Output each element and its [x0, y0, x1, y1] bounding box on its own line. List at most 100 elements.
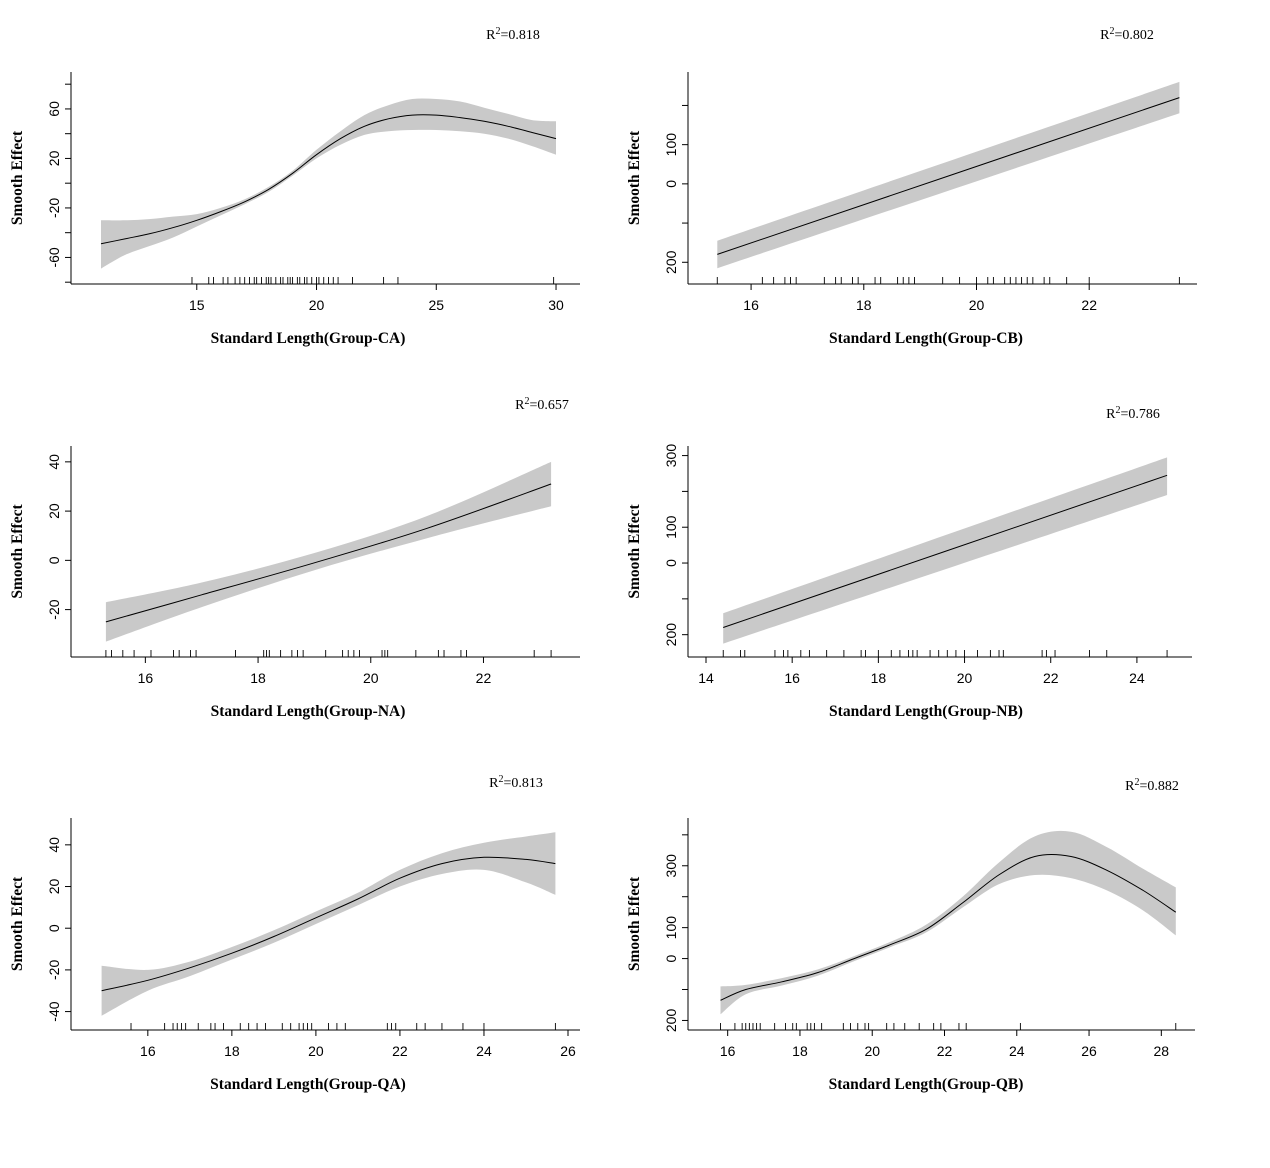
y-tick-label: 200	[663, 1009, 679, 1033]
r2-value: =0.882	[1139, 779, 1178, 794]
smooth-curve	[105, 483, 552, 623]
panel-3: 16 18 20 22 -20 0 20 40 Standard Length(Group-NA…	[9, 396, 580, 720]
x-tick-label: 20	[363, 670, 379, 686]
x-tick-label: 24	[1009, 1043, 1025, 1059]
x-axis-title: Standard Length(Group-QB)	[829, 1076, 1024, 1093]
smooth-curve	[720, 853, 1177, 1001]
x-axis-title: Standard Length(Group-CB)	[829, 330, 1023, 347]
smooth-curve	[723, 474, 1168, 628]
x-tick-label: 20	[308, 1043, 324, 1059]
y-tick-label: 20	[46, 150, 62, 166]
panel-6: 16 18 20 22 24 26 28 200 0 100 300 Standard Length(…	[626, 777, 1195, 1093]
x-tick-label: 20	[864, 1043, 880, 1059]
r2-prefix: R	[489, 776, 499, 791]
x-tick-label: 16	[743, 297, 759, 313]
smooth-curve	[100, 114, 557, 245]
r2-superscript: 2	[498, 774, 503, 785]
x-tick-label: 20	[969, 297, 985, 313]
x-tick-label: 16	[140, 1043, 156, 1059]
y-tick-label: 0	[46, 924, 62, 932]
x-tick-label: 20	[957, 670, 973, 686]
y-tick-label: -20	[46, 960, 62, 980]
x-tick-label: 22	[1043, 670, 1059, 686]
r-squared-label: R2=0.818	[486, 26, 540, 43]
x-tick-label: 22	[1081, 297, 1097, 313]
r-squared-label: R2=0.882	[1125, 777, 1179, 794]
r2-value: =0.813	[503, 776, 542, 791]
x-tick-label: 16	[720, 1043, 736, 1059]
r-squared-label: R2=0.657	[515, 396, 569, 413]
r2-superscript: 2	[1134, 777, 1139, 788]
x-tick-label: 24	[1129, 670, 1145, 686]
x-tick-label: 25	[428, 297, 444, 313]
x-axis-title: Standard Length(Group-CA)	[211, 330, 406, 347]
panel-5: 16 18 20 22 24 26 -40 -20 0 20 40 Standard Length(G…	[9, 774, 580, 1093]
y-tick-label: 40	[46, 454, 62, 470]
x-tick-label: 22	[937, 1043, 953, 1059]
x-tick-label: 22	[392, 1043, 408, 1059]
y-tick-label: 20	[46, 503, 62, 519]
x-tick-label: 28	[1154, 1043, 1170, 1059]
y-tick-label: 300	[663, 444, 679, 468]
r2-superscript: 2	[1115, 405, 1120, 416]
r-squared-label: R2=0.813	[489, 774, 543, 791]
x-axis-title: Standard Length(Group-QA)	[210, 1076, 406, 1093]
r2-value: =0.802	[1114, 28, 1153, 43]
r2-value: =0.818	[500, 28, 539, 43]
smooth-curve	[717, 97, 1180, 255]
x-tick-label: 16	[138, 670, 154, 686]
confidence-band	[101, 98, 556, 269]
x-tick-label: 26	[560, 1043, 576, 1059]
y-tick-label: 0	[663, 559, 679, 567]
x-tick-label: 30	[548, 297, 564, 313]
r2-prefix: R	[1106, 407, 1116, 422]
x-tick-label: 16	[784, 670, 800, 686]
confidence-band	[101, 832, 556, 1016]
y-tick-label: 100	[663, 916, 679, 940]
r2-value: =0.786	[1120, 407, 1159, 422]
x-tick-label: 18	[856, 297, 872, 313]
y-tick-label: -20	[46, 198, 62, 218]
y-tick-label: 300	[663, 854, 679, 878]
y-tick-label: 0	[46, 556, 62, 564]
y-axis-title: Smooth Effect	[9, 876, 26, 971]
x-tick-label: 26	[1081, 1043, 1097, 1059]
x-tick-label: 14	[698, 670, 714, 686]
x-tick-label: 18	[224, 1043, 240, 1059]
y-tick-label: 0	[663, 954, 679, 962]
y-tick-label: -40	[46, 1001, 62, 1021]
panel-2: 16 18 20 22 200 0 100 Standard Length(Group-CB)…	[626, 26, 1197, 347]
x-tick-label: 18	[250, 670, 266, 686]
y-tick-label: 40	[46, 837, 62, 853]
r2-prefix: R	[486, 28, 496, 43]
x-axis-title: Standard Length(Group-NA)	[211, 703, 406, 720]
confidence-band	[720, 830, 1176, 1015]
confidence-band	[105, 461, 552, 642]
smooth-curve	[101, 856, 556, 992]
y-axis-title: Smooth Effect	[626, 130, 643, 225]
panel-4: 14 16 18 20 22 24 200 0 100 300 Standard Length(Gr…	[626, 405, 1192, 720]
x-tick-label: 22	[476, 670, 492, 686]
y-tick-label: 0	[663, 180, 679, 188]
r2-superscript: 2	[495, 26, 500, 37]
r2-prefix: R	[1125, 779, 1135, 794]
x-axis-title: Standard Length(Group-NB)	[829, 703, 1023, 720]
r2-superscript: 2	[524, 396, 529, 407]
y-tick-label: 200	[663, 623, 679, 647]
y-axis-title: Smooth Effect	[626, 504, 643, 599]
panel-1: 15 20 25 30 -60 -20 20 60 Standard Length(Group-…	[9, 26, 580, 347]
y-tick-label: 60	[46, 101, 62, 117]
x-tick-label: 18	[792, 1043, 808, 1059]
r-squared-label: R2=0.786	[1106, 405, 1160, 422]
x-tick-label: 20	[309, 297, 325, 313]
r2-prefix: R	[515, 398, 525, 413]
y-axis-title: Smooth Effect	[9, 504, 26, 599]
r2-value: =0.657	[529, 398, 568, 413]
x-tick-label: 15	[189, 297, 205, 313]
confidence-band	[717, 81, 1180, 269]
y-axis-title: Smooth Effect	[9, 130, 26, 225]
r2-superscript: 2	[1109, 26, 1114, 37]
y-tick-label: 20	[46, 879, 62, 895]
r2-prefix: R	[1100, 28, 1110, 43]
